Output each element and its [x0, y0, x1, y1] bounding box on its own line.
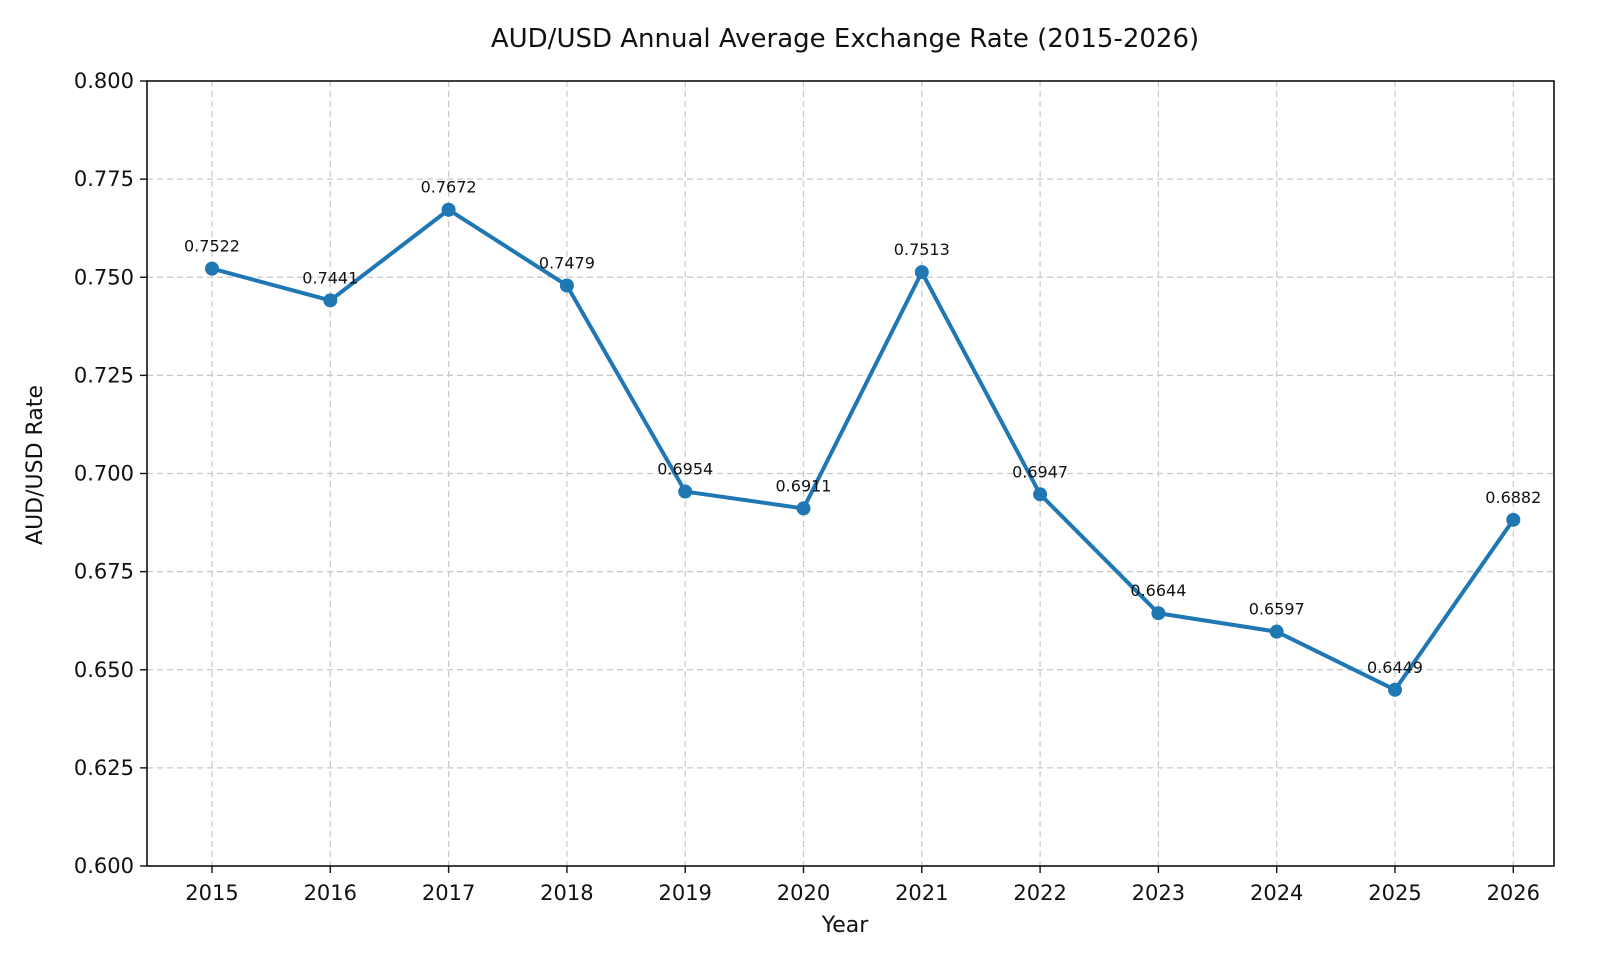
data-labels: 0.7522 0.7441 0.7672 0.7479 0.6954 0.6911 0.75…	[184, 178, 1541, 677]
y-tick-label: 0.775	[74, 167, 134, 191]
x-tick-label: 2026	[1487, 881, 1540, 905]
data-label: 0.6597	[1249, 600, 1305, 619]
y-tick-label: 0.675	[74, 560, 134, 584]
y-tick-label: 0.625	[74, 756, 134, 780]
data-label: 0.6947	[1012, 462, 1068, 481]
grid	[147, 80, 1554, 867]
series	[205, 202, 1521, 697]
y-tick-label: 0.600	[74, 854, 134, 878]
data-point	[796, 501, 811, 516]
chart-title: AUD/USD Annual Average Exchange Rate (20…	[491, 24, 1199, 54]
x-tick-label: 2025	[1368, 881, 1421, 905]
y-axis-label: AUD/USD Rate	[23, 385, 48, 545]
x-tick-label: 2023	[1132, 881, 1185, 905]
data-point	[1388, 682, 1402, 697]
data-point	[441, 202, 456, 217]
x-tick-label: 2021	[895, 881, 948, 905]
data-label: 0.6449	[1367, 658, 1423, 677]
data-label: 0.6911	[776, 476, 832, 495]
data-label: 0.6644	[1130, 581, 1186, 600]
data-label: 0.6954	[657, 460, 713, 479]
axes: 0.600 0.625 0.650 0.675 0.700 0.725 0.750 0.775…	[74, 69, 1555, 905]
x-tick-label: 2018	[540, 881, 593, 905]
x-tick-label: 2019	[658, 881, 711, 905]
x-tick-label: 2024	[1250, 881, 1303, 905]
data-label: 0.7441	[302, 268, 358, 287]
data-point	[559, 278, 574, 293]
data-label: 0.7522	[184, 237, 240, 256]
plot-frame	[146, 80, 1555, 867]
x-tick-label: 2016	[304, 881, 357, 905]
x-tick-label: 2020	[777, 881, 830, 905]
data-point	[323, 293, 338, 308]
x-tick-label: 2015	[185, 881, 238, 905]
x-tick-label: 2017	[422, 881, 475, 905]
x-tick-label: 2022	[1013, 881, 1066, 905]
data-point	[678, 484, 693, 499]
data-point	[1151, 606, 1166, 621]
data-point	[1269, 624, 1284, 639]
y-tick-label: 0.800	[74, 69, 134, 93]
y-tick-label: 0.650	[74, 658, 134, 682]
data-point	[205, 261, 219, 276]
x-axis-label: Year	[821, 913, 870, 938]
data-point	[914, 265, 929, 280]
series-line	[210, 207, 1516, 692]
data-point	[1033, 487, 1048, 502]
y-tick-label: 0.725	[74, 363, 134, 387]
data-label: 0.7513	[894, 240, 950, 259]
data-label: 0.7672	[421, 178, 477, 197]
y-tick-label: 0.750	[74, 265, 134, 289]
data-point	[1506, 512, 1521, 527]
y-tick-label: 0.700	[74, 462, 134, 486]
data-label: 0.6882	[1485, 488, 1541, 507]
data-label: 0.7479	[539, 253, 595, 272]
